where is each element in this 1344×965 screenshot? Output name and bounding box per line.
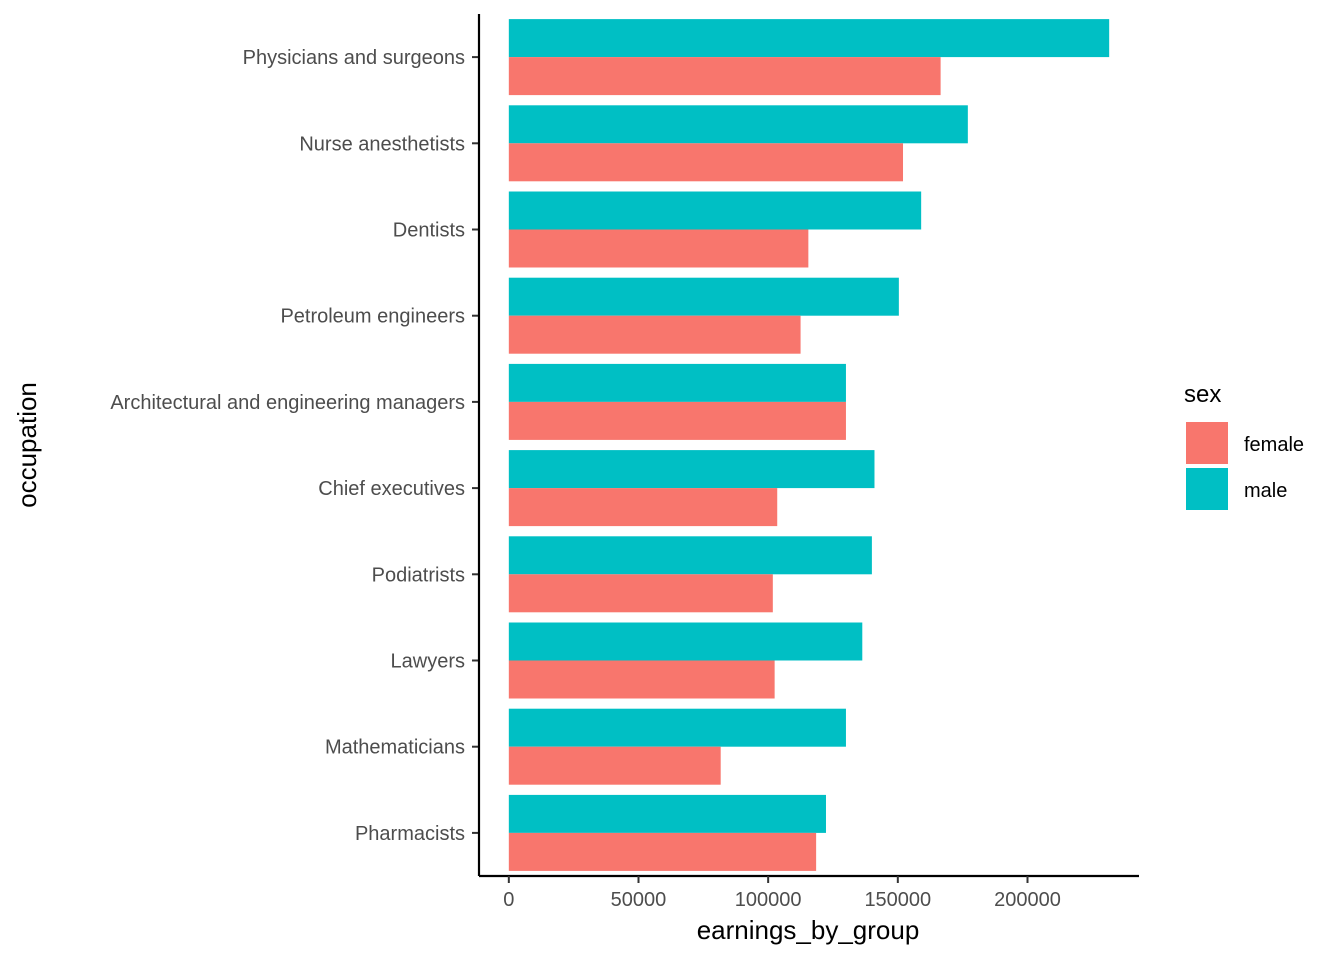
bar-female-chief-executives bbox=[508, 488, 778, 527]
y-tick-label: Architectural and engineering managers bbox=[110, 392, 465, 414]
bars-layer bbox=[508, 19, 1110, 871]
bar-female-lawyers bbox=[508, 660, 775, 699]
bar-male-podiatrists bbox=[508, 536, 872, 575]
bar-female-podiatrists bbox=[508, 574, 773, 613]
bar-male-petroleum-engineers bbox=[508, 277, 899, 316]
legend-label-female: female bbox=[1244, 434, 1304, 456]
bar-male-physicians-and-surgeons bbox=[508, 19, 1110, 58]
x-tick-label: 50000 bbox=[611, 889, 667, 911]
y-tick-label: Physicians and surgeons bbox=[243, 47, 465, 69]
bar-male-dentists bbox=[508, 191, 922, 230]
x-tick-label: 200000 bbox=[994, 889, 1061, 911]
x-tick-label: 100000 bbox=[735, 889, 802, 911]
bar-male-mathematicians bbox=[508, 708, 846, 747]
y-axis-title: occupation bbox=[12, 382, 42, 508]
bar-male-lawyers bbox=[508, 622, 863, 661]
bar-male-nurse-anesthetists bbox=[508, 105, 968, 144]
bar-male-pharmacists bbox=[508, 794, 826, 833]
bar-female-nurse-anesthetists bbox=[508, 143, 904, 182]
bar-female-physicians-and-surgeons bbox=[508, 57, 941, 96]
y-tick-label: Lawyers bbox=[391, 651, 465, 673]
y-tick-label: Podiatrists bbox=[372, 564, 465, 586]
bar-female-pharmacists bbox=[508, 832, 817, 871]
y-tick-label: Dentists bbox=[393, 220, 465, 242]
bar-male-architectural-and-engineering-managers bbox=[508, 363, 846, 402]
legend: sex female male bbox=[1184, 381, 1304, 510]
y-tick-label: Nurse anesthetists bbox=[299, 133, 465, 155]
legend-swatch-male bbox=[1186, 468, 1228, 510]
y-tick-label: Mathematicians bbox=[325, 737, 465, 759]
bar-female-petroleum-engineers bbox=[508, 315, 801, 354]
x-axis: 0 50000 100000 150000 200000 bbox=[479, 874, 1139, 911]
x-tick-label: 0 bbox=[503, 889, 514, 911]
legend-title: sex bbox=[1184, 381, 1221, 408]
y-tick-label: Pharmacists bbox=[355, 823, 465, 845]
bar-female-architectural-and-engineering-managers bbox=[508, 401, 846, 440]
legend-label-male: male bbox=[1244, 480, 1287, 502]
legend-swatch-female bbox=[1186, 422, 1228, 464]
x-tick-label: 150000 bbox=[864, 889, 931, 911]
y-axis: Physicians and surgeons Nurse anesthetist… bbox=[110, 14, 481, 876]
bar-female-dentists bbox=[508, 229, 809, 268]
bar-male-chief-executives bbox=[508, 450, 875, 489]
y-tick-label: Petroleum engineers bbox=[280, 306, 465, 328]
y-tick-label: Chief executives bbox=[318, 478, 465, 500]
bar-female-mathematicians bbox=[508, 746, 721, 785]
x-axis-title: earnings_by_group bbox=[697, 915, 920, 945]
